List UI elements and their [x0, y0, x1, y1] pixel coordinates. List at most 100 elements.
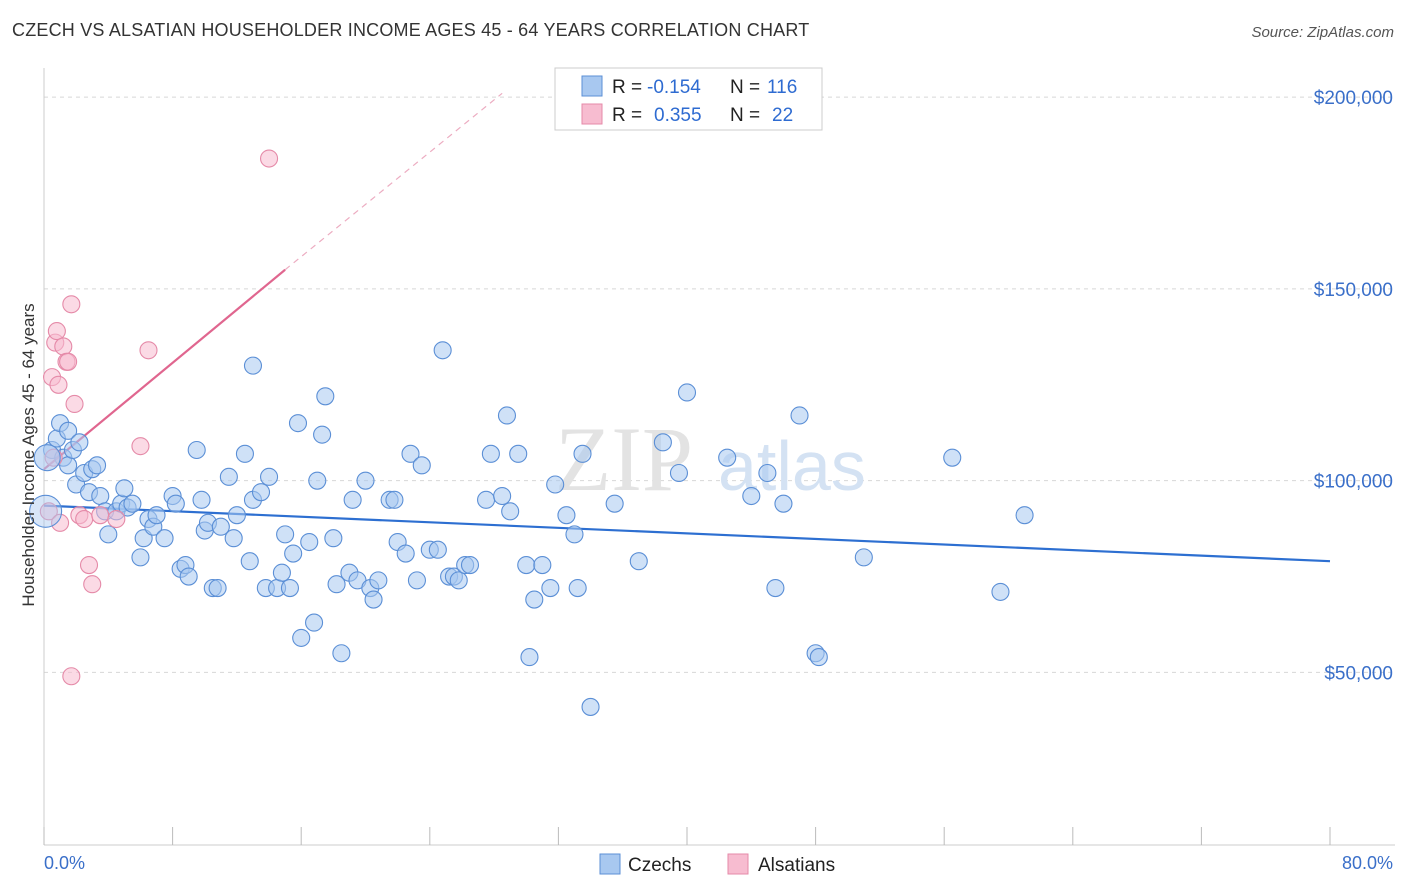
czech-point-86	[481, 444, 500, 463]
bottom-legend-alsatians: Alsatians	[758, 855, 835, 876]
czech-point-96	[546, 475, 565, 494]
alsatian-point-19	[139, 341, 158, 360]
legend-r-value-czechs: -0.154	[647, 77, 701, 98]
czech-point-105	[669, 463, 689, 483]
czech-point-66	[356, 471, 375, 490]
czech-point-18	[115, 479, 134, 498]
chart-title: CZECH VS ALSATIAN HOUSEHOLDER INCOME AGE…	[12, 20, 810, 40]
czech-point-82	[449, 571, 468, 590]
czech-point-39	[219, 467, 238, 486]
czech-point-93	[525, 590, 544, 609]
czech-point-32	[187, 440, 206, 460]
czech-point-8	[70, 433, 89, 452]
czech-point-40	[224, 529, 243, 548]
alsatian-point-18	[131, 437, 150, 456]
czech-point-42	[235, 444, 254, 463]
czech-point-79	[433, 341, 452, 360]
czech-point-12	[87, 456, 107, 475]
czech-point-41	[227, 506, 246, 525]
alsatian-trend-extension	[284, 92, 503, 271]
czech-point-60	[324, 529, 343, 548]
y-tick-label-2: $150,000	[1314, 280, 1393, 301]
alsatian-point-6	[51, 513, 70, 532]
czech-point-103	[629, 552, 648, 571]
legend-swatch-czechs	[581, 75, 603, 97]
watermark-atlas: atlas	[718, 427, 866, 505]
alsatian-point-14	[79, 555, 99, 575]
czech-point-26	[155, 529, 174, 548]
czech-point-69	[369, 571, 388, 590]
czech-point-111	[774, 494, 793, 513]
alsatian-point-0	[39, 502, 58, 521]
czech-point-31	[179, 567, 198, 586]
x-tick-label-0: 0.0%	[44, 853, 85, 873]
czech-point-13	[91, 486, 110, 506]
czech-trend-line	[43, 504, 1331, 563]
czech-point-49	[272, 563, 291, 582]
czech-point-74	[401, 444, 420, 463]
legend-n-value-alsatians: 22	[772, 105, 793, 126]
czech-point-116	[991, 582, 1010, 601]
alsatian-point-17	[107, 509, 126, 529]
czech-point-119	[243, 356, 263, 375]
czech-point-89	[501, 502, 520, 521]
czech-point-78	[428, 540, 447, 559]
czech-point-large-1	[29, 494, 63, 528]
alsatian-point-16	[91, 506, 110, 525]
czech-point-52	[284, 544, 303, 563]
czech-point-64	[343, 490, 362, 509]
czech-point-58	[313, 425, 332, 444]
legend-n-value-czechs: 116	[767, 77, 797, 98]
czech-point-55	[300, 532, 319, 552]
czech-point-47	[259, 467, 279, 486]
y-tick-label-0: $50,000	[1324, 663, 1393, 684]
legend-r-label-czechs: R =	[612, 77, 642, 98]
czech-point-88	[497, 406, 517, 425]
czech-point-108	[742, 486, 761, 506]
legend-n-label-czechs: N =	[730, 77, 760, 98]
bottom-legend: Czechs Alsatians	[599, 853, 835, 876]
alsatian-point-7	[54, 337, 73, 356]
czech-point-98	[565, 525, 584, 544]
czech-point-118	[809, 648, 828, 667]
czech-point-61	[327, 575, 346, 594]
legend-r-label-alsatians: R =	[612, 105, 642, 126]
czech-point-94	[533, 555, 552, 575]
czech-point-114	[854, 548, 873, 567]
y-tick-label-3: $200,000	[1314, 88, 1393, 109]
alsatian-point-4	[47, 322, 66, 341]
czech-point-71	[385, 490, 404, 509]
legend-swatch-alsatians	[581, 103, 603, 125]
czech-point-62	[332, 644, 351, 663]
bottom-legend-czechs: Czechs	[628, 855, 691, 876]
y-tick-labels: $50,000 $100,000 $150,000 $200,000	[1314, 88, 1393, 684]
czech-point-33	[192, 490, 211, 509]
alsatian-point-13	[75, 509, 94, 529]
czech-point-76	[412, 456, 431, 475]
czech-point-50	[276, 525, 295, 544]
legend-r-value-alsatians: 0.355	[654, 105, 702, 126]
czech-point-21	[131, 548, 150, 567]
czech-point-54	[292, 628, 311, 647]
czech-point-117	[1015, 506, 1034, 525]
y-tick-label-1: $100,000	[1314, 472, 1393, 493]
czech-point-68	[364, 590, 383, 609]
top-legend: R = -0.154 N = 116 R = 0.355 N = 22	[554, 67, 823, 131]
czech-point-large-0	[33, 444, 61, 472]
czech-point-84	[460, 555, 480, 575]
czech-point-110	[766, 579, 785, 598]
czech-point-20	[123, 494, 142, 513]
watermark: ZIP atlas	[555, 408, 866, 510]
czech-point-53	[288, 414, 308, 433]
czech-point-37	[208, 579, 227, 598]
alsatian-point-15	[83, 575, 102, 594]
czech-point-87	[493, 486, 512, 506]
bottom-legend-swatch-czechs	[599, 853, 621, 875]
czech-point-75	[407, 571, 426, 590]
czech-point-109	[758, 463, 777, 483]
czech-point-106	[677, 383, 697, 402]
alsatian-point-20	[259, 149, 279, 168]
czech-point-115	[943, 448, 962, 467]
czech-point-102	[605, 494, 624, 513]
